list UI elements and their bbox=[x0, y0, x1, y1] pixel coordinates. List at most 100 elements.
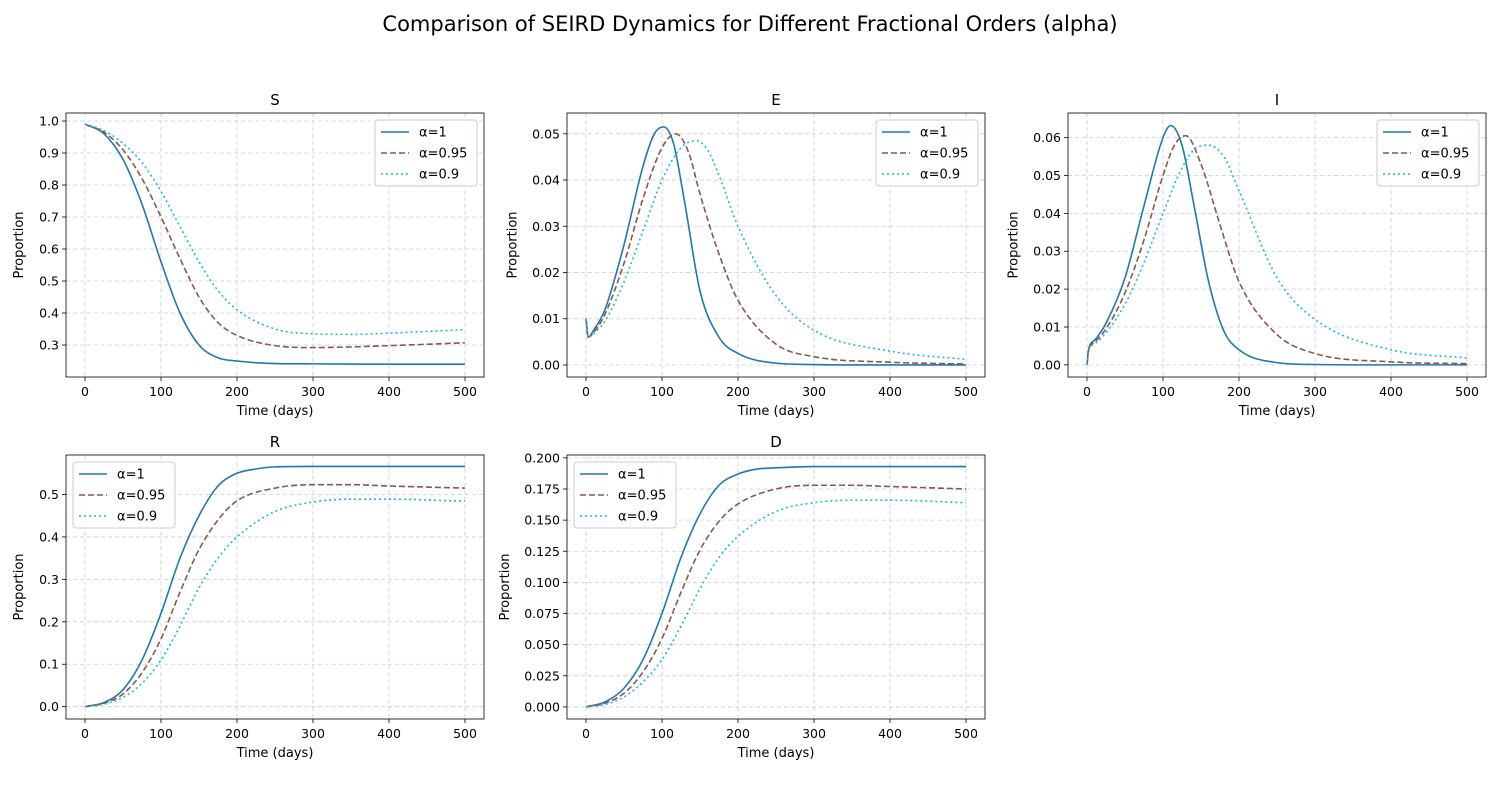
x-tick-label: 500 bbox=[954, 726, 978, 741]
y-tick-label: 0.04 bbox=[532, 173, 560, 188]
y-tick-label: 0.06 bbox=[1033, 130, 1061, 145]
subplot-d: 0 100 200 300 400 500 0.000 0.025 0.050 0.075 0.10… bbox=[498, 433, 986, 761]
legend-box bbox=[875, 119, 979, 187]
x-tick-label: 500 bbox=[1455, 384, 1479, 399]
subplot-title: D bbox=[770, 433, 782, 451]
legend: α=1 α=0.95 α=0.9 bbox=[573, 461, 677, 529]
x-tick-label: 0 bbox=[81, 726, 89, 741]
legend: α=1 α=0.95 α=0.9 bbox=[374, 119, 478, 187]
plot-frame bbox=[65, 454, 485, 720]
y-tick-label: 0.4 bbox=[39, 529, 59, 544]
x-tick-label: 100 bbox=[149, 384, 173, 399]
x-tick-label: 400 bbox=[377, 384, 401, 399]
subplot-e: 0 100 200 300 400 500 0.00 0.01 0.02 0.03 0.04 0.05… bbox=[506, 91, 986, 419]
series-line-1 bbox=[585, 133, 967, 365]
legend-label: α=1 bbox=[117, 468, 145, 483]
x-tick-label: 500 bbox=[453, 384, 477, 399]
legend-box bbox=[72, 461, 176, 529]
series-line-1 bbox=[84, 123, 466, 349]
legend-label: α=1 bbox=[419, 126, 447, 141]
x-tick-label: 200 bbox=[726, 726, 750, 741]
figure-title: Comparison of SEIRD Dynamics for Differe… bbox=[382, 12, 1118, 36]
y-tick-label: 0.0 bbox=[39, 699, 59, 714]
x-tick-label: 400 bbox=[878, 384, 902, 399]
y-tick-label: 0.1 bbox=[39, 657, 59, 672]
x-tick-label: 500 bbox=[954, 384, 978, 399]
series-line-2 bbox=[84, 123, 466, 336]
y-tick-label: 0.03 bbox=[532, 219, 560, 234]
y-tick-label: 0.04 bbox=[1033, 206, 1061, 221]
subplot-i: 0 100 200 300 400 500 0.00 0.01 0.02 0.03 0.04 0.05… bbox=[1007, 91, 1487, 419]
subplot-title: I bbox=[1275, 91, 1279, 109]
x-axis-label: Time (days) bbox=[236, 404, 314, 419]
y-tick-label: 0.175 bbox=[524, 481, 560, 496]
subplot-title: S bbox=[270, 91, 280, 109]
y-axis-label: Proportion bbox=[498, 553, 513, 620]
x-tick-label: 200 bbox=[225, 726, 249, 741]
series-line-1 bbox=[1086, 134, 1468, 365]
x-tick-label: 300 bbox=[802, 726, 826, 741]
y-tick-label: 0.100 bbox=[524, 575, 560, 590]
y-tick-label: 0.00 bbox=[532, 357, 560, 372]
legend-label: α=1 bbox=[618, 468, 646, 483]
y-tick-label: 0.9 bbox=[39, 146, 59, 161]
x-tick-label: 0 bbox=[1083, 384, 1091, 399]
x-axis-label: Time (days) bbox=[737, 746, 815, 761]
y-tick-label: 0.05 bbox=[1033, 168, 1061, 183]
x-tick-label: 300 bbox=[802, 384, 826, 399]
series-line-1 bbox=[585, 484, 967, 708]
y-tick-label: 0.8 bbox=[39, 178, 59, 193]
plot-frame bbox=[65, 112, 485, 378]
y-axis-label: Proportion bbox=[506, 211, 521, 278]
x-tick-label: 300 bbox=[1303, 384, 1327, 399]
x-tick-label: 400 bbox=[878, 726, 902, 741]
y-tick-label: 0.7 bbox=[39, 210, 59, 225]
legend: α=1 α=0.95 α=0.9 bbox=[72, 461, 176, 529]
x-tick-label: 500 bbox=[453, 726, 477, 741]
y-axis-label: Proportion bbox=[12, 553, 27, 620]
legend-label: α=0.9 bbox=[1421, 168, 1461, 183]
legend: α=1 α=0.95 α=0.9 bbox=[875, 119, 979, 187]
series-line-0 bbox=[1086, 124, 1467, 366]
x-tick-label: 0 bbox=[582, 384, 590, 399]
y-tick-label: 0.00 bbox=[1033, 357, 1061, 372]
y-tick-label: 0.02 bbox=[1033, 282, 1061, 297]
x-tick-label: 100 bbox=[650, 726, 674, 741]
y-tick-label: 0.01 bbox=[532, 311, 560, 326]
y-tick-label: 0.000 bbox=[524, 699, 560, 714]
legend-label: α=0.9 bbox=[117, 510, 157, 525]
x-tick-label: 200 bbox=[726, 384, 750, 399]
x-axis-label: Time (days) bbox=[236, 746, 314, 761]
subplot-title: R bbox=[270, 433, 280, 451]
x-axis-label: Time (days) bbox=[1238, 404, 1316, 419]
y-tick-label: 0.2 bbox=[39, 614, 59, 629]
x-tick-label: 400 bbox=[1379, 384, 1403, 399]
series-line-2 bbox=[585, 499, 967, 708]
legend-label: α=1 bbox=[1421, 126, 1449, 141]
y-tick-label: 0.02 bbox=[532, 265, 560, 280]
legend-label: α=0.95 bbox=[419, 147, 467, 162]
y-tick-label: 0.125 bbox=[524, 544, 560, 559]
y-tick-label: 0.5 bbox=[39, 487, 59, 502]
y-tick-label: 0.075 bbox=[524, 606, 560, 621]
y-tick-label: 0.025 bbox=[524, 668, 560, 683]
y-tick-label: 0.150 bbox=[524, 513, 560, 528]
y-axis-label: Proportion bbox=[12, 211, 27, 278]
y-tick-label: 0.05 bbox=[532, 126, 560, 141]
legend-label: α=0.95 bbox=[618, 489, 666, 504]
subplot-r: 0 100 200 300 400 500 0.0 0.1 0.2 0.3 0.4 0.5 R Time … bbox=[12, 433, 485, 761]
y-axis-label: Proportion bbox=[1007, 211, 1022, 278]
series-line-0 bbox=[84, 465, 465, 708]
series-line-0 bbox=[585, 126, 966, 366]
x-tick-label: 400 bbox=[377, 726, 401, 741]
x-tick-label: 0 bbox=[582, 726, 590, 741]
y-tick-label: 1.0 bbox=[39, 114, 59, 129]
y-tick-label: 0.050 bbox=[524, 637, 560, 652]
legend-label: α=0.95 bbox=[117, 489, 165, 504]
legend: α=1 α=0.95 α=0.9 bbox=[1376, 119, 1480, 187]
legend-box bbox=[1376, 119, 1480, 187]
x-tick-label: 0 bbox=[81, 384, 89, 399]
y-tick-label: 0.03 bbox=[1033, 244, 1061, 259]
